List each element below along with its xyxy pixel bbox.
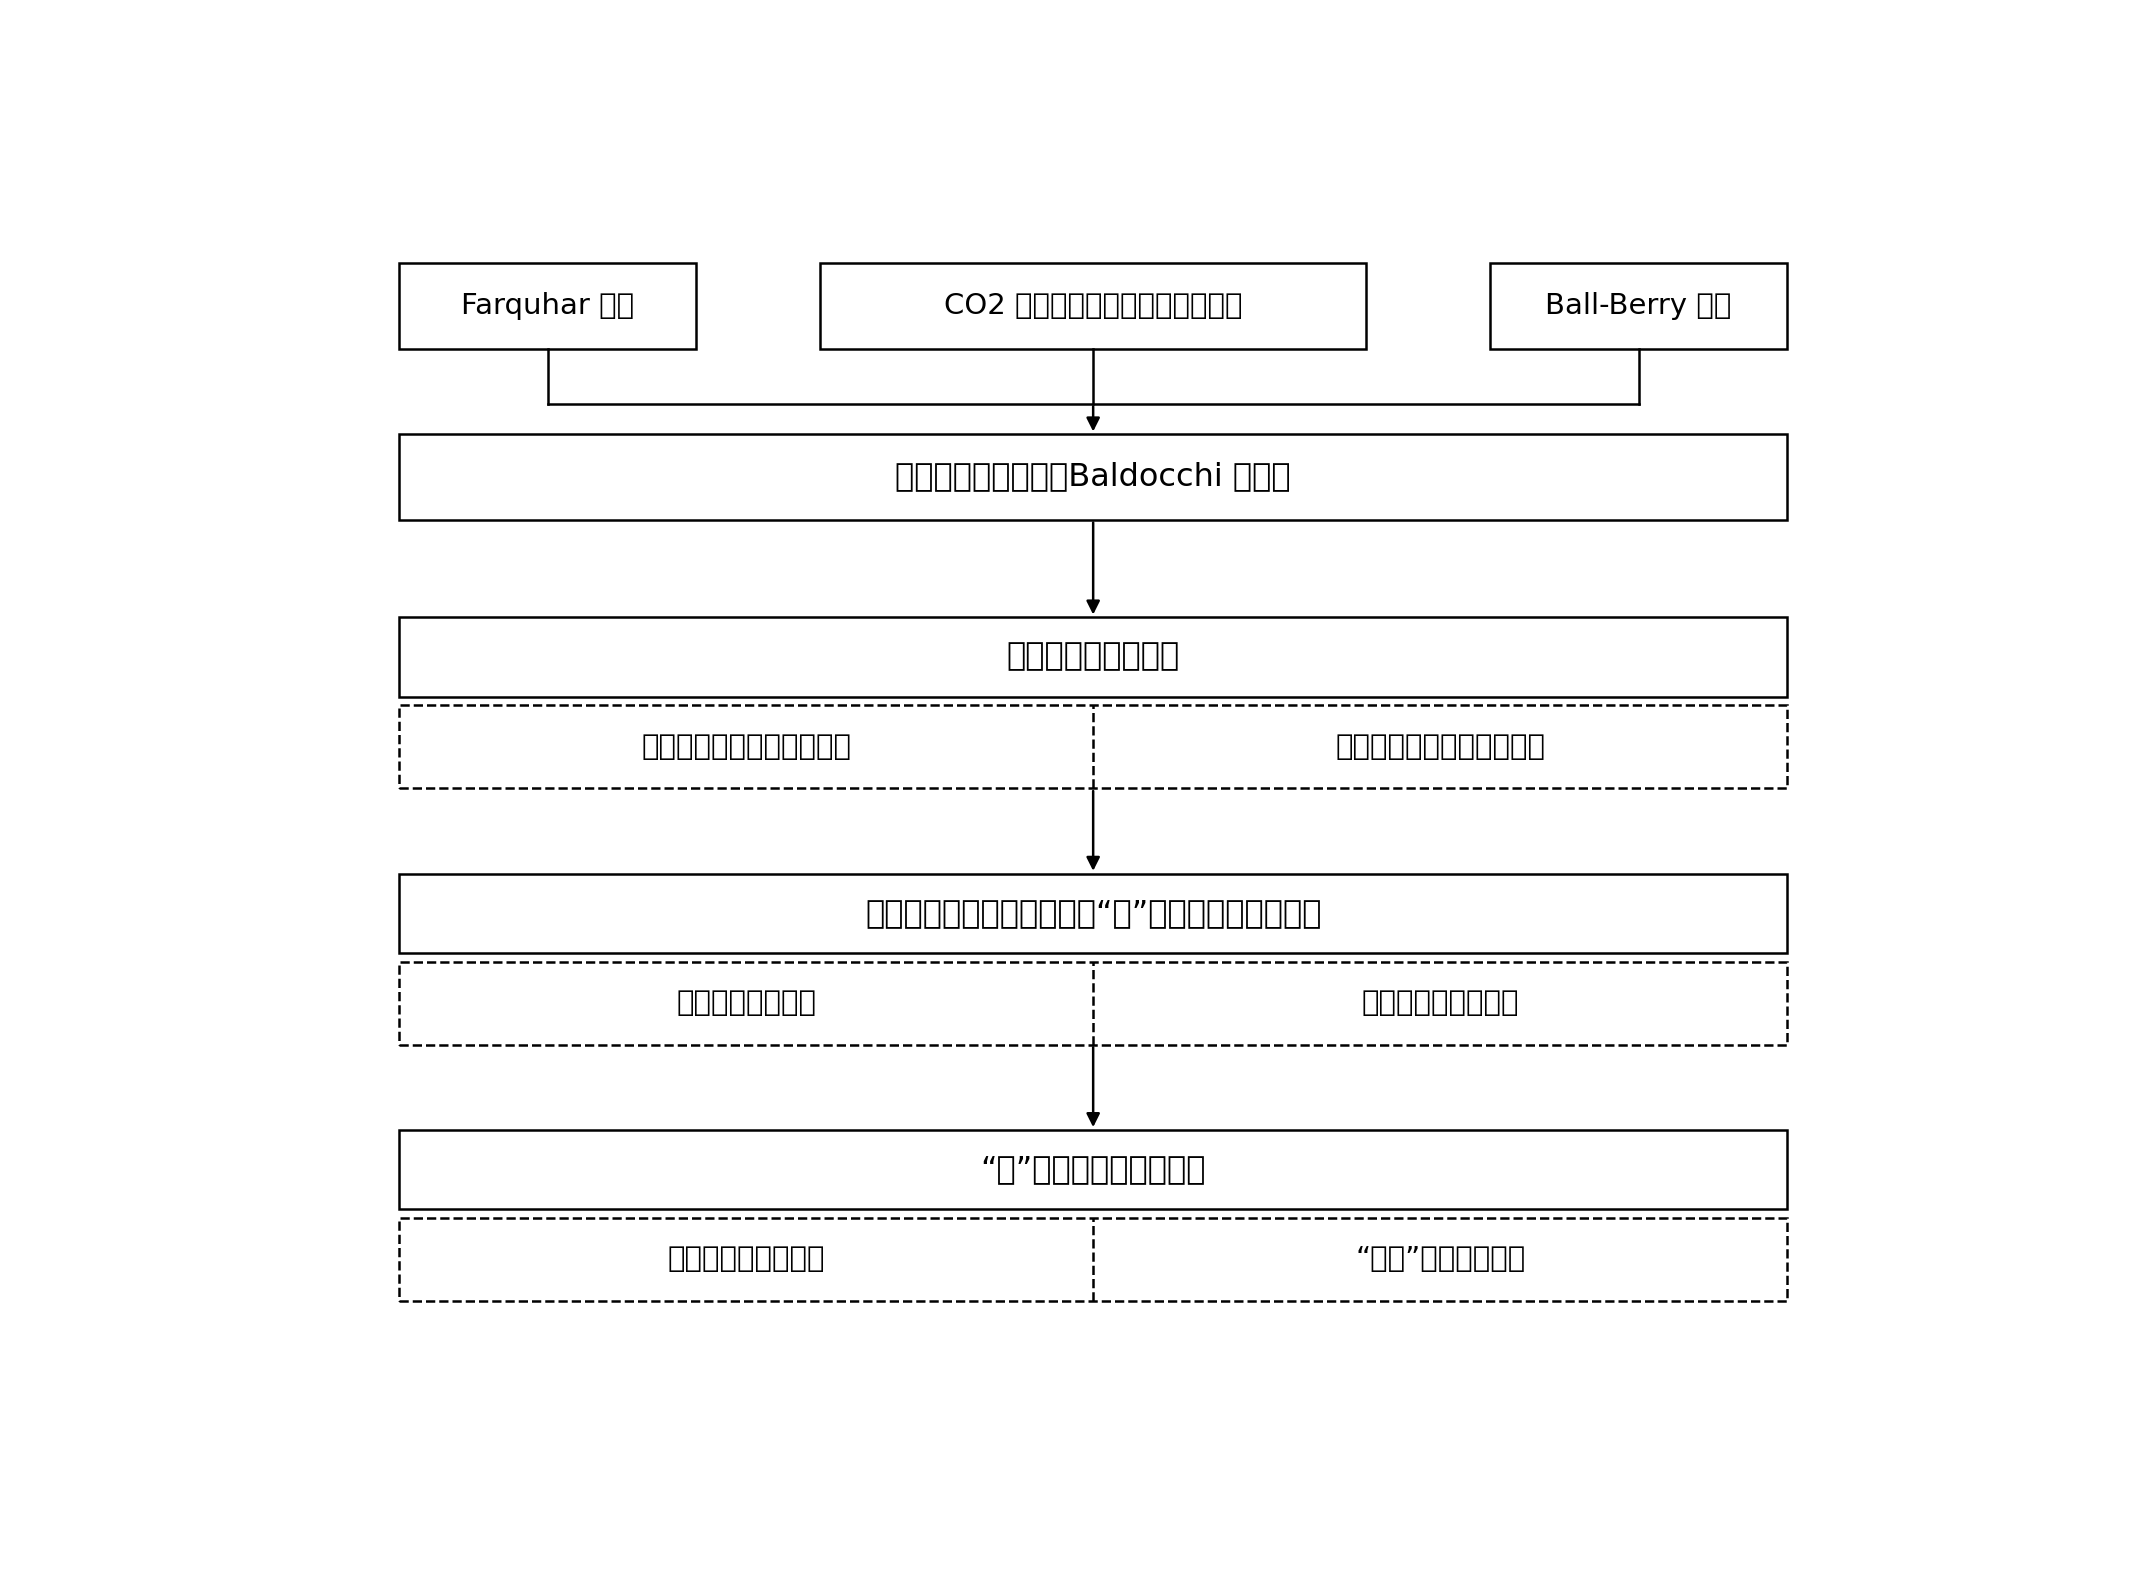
Text: Farquhar 模型: Farquhar 模型 [461,292,634,320]
Text: CO2 胞间浓度与光合速率关系模型: CO2 胞间浓度与光合速率关系模型 [945,292,1241,320]
Bar [399,434,1787,520]
Bar [399,705,1787,788]
Text: 基于正弦的温度日辐射模型: 基于正弦的温度日辐射模型 [1335,732,1544,761]
Bar [399,617,1787,697]
Text: 梯形公式数値积分: 梯形公式数値积分 [676,989,817,1018]
Text: 瞬时光合速率模型（Baldocchi 模型）: 瞬时光合速率模型（Baldocchi 模型） [896,461,1290,493]
Text: 辛普森公式数値积分: 辛普森公式数値积分 [1361,989,1519,1018]
Text: “小时”尺度模型验证: “小时”尺度模型验证 [1354,1246,1525,1273]
Bar [399,263,695,349]
Bar [1489,263,1787,349]
Bar [399,873,1787,953]
Text: “天”尺度初级生产力验证: “天”尺度初级生产力验证 [981,1154,1205,1186]
Text: 基于瞬时光合速率数値积分“天”尺度初级生产力计算: 基于瞬时光合速率数値积分“天”尺度初级生产力计算 [864,897,1322,929]
Text: 基于正弦的温度日变化模型: 基于正弦的温度日变化模型 [642,732,851,761]
Text: Ball-Berry 模型: Ball-Berry 模型 [1546,292,1732,320]
Bar [821,263,1365,349]
Bar [399,1130,1787,1209]
Text: 气象数据日变化模型: 气象数据日变化模型 [1007,642,1180,672]
Bar [399,962,1787,1045]
Text: 通量塔实测数据验证: 通量塔实测数据验证 [668,1246,825,1273]
Bar [399,1217,1787,1301]
